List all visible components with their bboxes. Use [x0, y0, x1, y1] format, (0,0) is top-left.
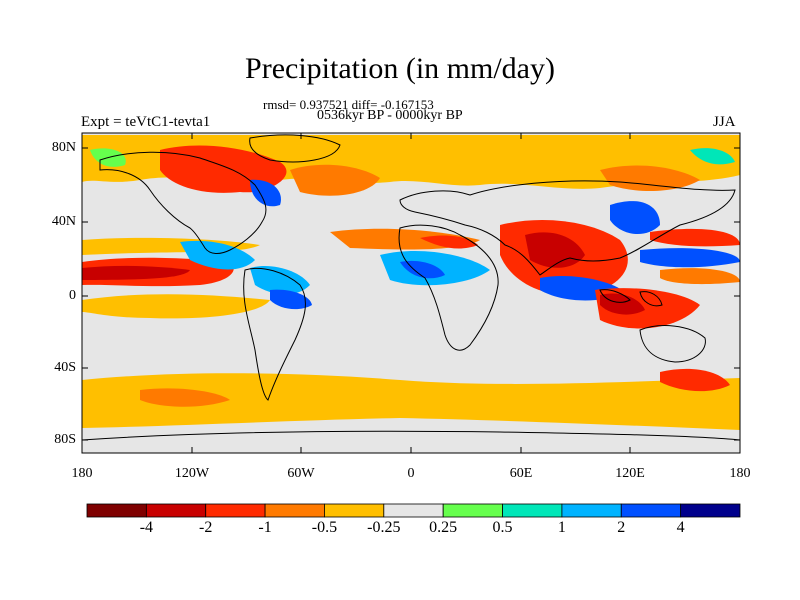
- y-tick-label: 40S: [54, 360, 76, 375]
- x-tick-label: 60E: [509, 466, 533, 481]
- africa: [398, 224, 499, 351]
- colorbar-label: 0.25: [429, 519, 458, 536]
- sahel-red: [420, 235, 478, 249]
- north-atlantic-orange: [290, 164, 380, 196]
- greenland: [249, 134, 341, 163]
- eurasia: [399, 180, 736, 276]
- southern-ocean-red: [660, 368, 730, 392]
- colorbar-swatch: [442, 503, 503, 518]
- central-america-blue: [180, 240, 255, 270]
- south-pacific-orange: [82, 294, 270, 319]
- x-tick-label: 180: [729, 466, 751, 481]
- north-america: [99, 151, 267, 254]
- x-tick-label: 0: [407, 466, 415, 481]
- colorbar-label: 0.5: [492, 519, 513, 536]
- colorbar-swatch: [620, 503, 682, 518]
- atlantic-itcz-dark: [400, 260, 445, 279]
- colorbar-swatch: [264, 503, 325, 518]
- x-tick-label: 60W: [287, 466, 315, 481]
- colorbar-swatch: [383, 503, 444, 518]
- y-tick-label: 0: [69, 288, 76, 303]
- amazon-blue: [250, 265, 310, 295]
- east-asia-blue: [610, 201, 660, 235]
- axis-ticks: [81, 133, 741, 453]
- australia: [639, 325, 706, 363]
- colorbar-swatch: [561, 503, 622, 518]
- time-period: 0536kyr BP - 0000kyr BP: [317, 108, 463, 123]
- colorbar-swatch: [205, 503, 266, 518]
- colorbar-label: -0.5: [311, 519, 338, 536]
- colorbar-label: -2: [199, 519, 213, 536]
- colorbar-label: 1: [557, 519, 566, 536]
- pacific-dark-red: [82, 265, 190, 280]
- colorbar-label: 2: [617, 519, 626, 536]
- coastlines: [82, 134, 740, 441]
- x-tick-label: 120E: [615, 466, 645, 481]
- south-america: [243, 267, 306, 401]
- west-pacific-blue: [640, 248, 740, 268]
- colorbar: [86, 503, 741, 518]
- x-tick-label: 180: [71, 466, 93, 481]
- x-tick-label: 120W: [174, 466, 210, 481]
- experiment-label: Expt = teVtC1-tevta1: [81, 114, 211, 130]
- southern-ocean-orange: [82, 373, 740, 430]
- colorbar-label: -4: [139, 519, 154, 536]
- colorbar-label: -0.25: [367, 519, 401, 536]
- y-tick-label: 40N: [51, 214, 76, 229]
- southern-ocean-patch: [140, 388, 230, 407]
- arctic-teal: [690, 148, 735, 165]
- colorbar-swatch: [86, 503, 147, 518]
- y-tick-label: 80N: [51, 140, 76, 155]
- amazon-dark-blue: [270, 289, 312, 310]
- colorbar-swatch: [502, 503, 563, 518]
- y-tick-label: 80S: [54, 432, 76, 447]
- indonesia: [599, 289, 663, 307]
- maritime-dark-red: [600, 293, 645, 315]
- india-dark-red: [525, 232, 585, 268]
- west-pacific-orange: [660, 268, 740, 285]
- colorbar-label: 4: [676, 519, 685, 536]
- colorbar-swatch: [680, 503, 741, 518]
- colorbar-swatch: [145, 503, 207, 518]
- antarctica-neutral: [82, 440, 740, 453]
- precip-field: [82, 133, 740, 453]
- colorbar-swatch: [324, 503, 385, 518]
- rmsd-diff-stats: rmsd= 0.937521 diff= -0.167153: [263, 97, 434, 112]
- siberia-orange: [600, 165, 700, 192]
- west-pacific-red: [650, 228, 740, 247]
- season-label: JJA: [713, 114, 736, 130]
- na-wet-blue: [250, 179, 281, 207]
- antarctica: [82, 430, 740, 441]
- plot-title: Precipitation (in mm/day): [245, 52, 555, 85]
- colorbar-label: -1: [258, 519, 272, 536]
